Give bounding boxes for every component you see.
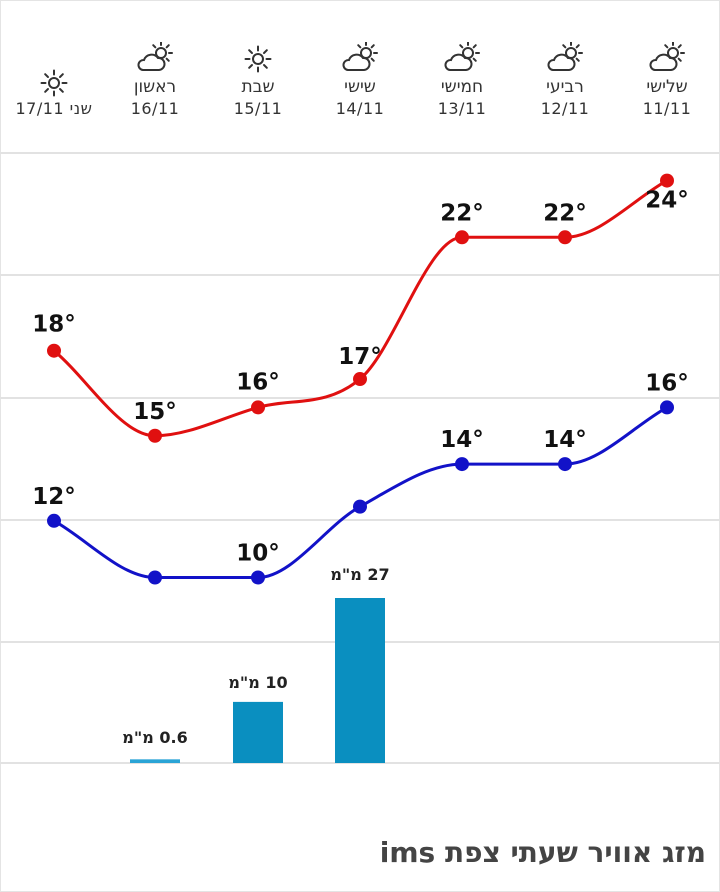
- partly-cloudy-icon: [412, 36, 512, 74]
- min-temp-point: [251, 570, 265, 585]
- max-temp-point: [148, 428, 162, 443]
- max-temp-point: [251, 400, 265, 415]
- day-column: רביעי 12/11: [515, 36, 615, 120]
- precip-bar: [233, 701, 283, 763]
- day-name: שלישי: [646, 77, 688, 97]
- day-column: שישי 14/11: [310, 36, 410, 120]
- min-temp-point: [455, 457, 469, 472]
- max-temp-point: [353, 372, 367, 387]
- day-date: 11/11: [642, 99, 692, 118]
- day-date: 15/11: [233, 99, 283, 118]
- day-date: 12/11: [540, 99, 590, 118]
- max-temp-label: 18°: [32, 312, 76, 338]
- max-temp-label: 22°: [440, 200, 484, 226]
- sun-icon: [208, 36, 308, 74]
- max-temp-label: 15°: [133, 399, 177, 425]
- day-column: שבת 15/11: [208, 36, 308, 120]
- min-temp-label: 14°: [440, 427, 484, 453]
- day-date: 16/11: [130, 99, 180, 118]
- day-name: חמישי: [440, 77, 484, 97]
- min-temp-point: [353, 499, 367, 514]
- precip-bar: [130, 759, 180, 763]
- footer-title: מזג אוויר שעתי צפת ims: [379, 836, 706, 869]
- min-temp-label: 14°: [543, 427, 587, 453]
- min-temp-point: [660, 400, 674, 415]
- min-temp-label: 16°: [645, 370, 689, 396]
- day-column: ראשון 16/11: [105, 36, 205, 120]
- max-temp-point: [660, 173, 674, 188]
- day-date: 13/11: [437, 99, 487, 118]
- precip-label: 27 מ"מ: [330, 565, 389, 584]
- partly-cloudy-icon: [310, 36, 410, 74]
- day-name: רביעי: [546, 77, 584, 97]
- max-temp-label: 22°: [543, 200, 587, 226]
- min-temp-label: 12°: [32, 484, 76, 510]
- partly-cloudy-icon: [515, 36, 615, 74]
- partly-cloudy-icon: [617, 36, 717, 74]
- partly-cloudy-icon: [105, 36, 205, 74]
- day-column: חמישי 13/11: [412, 36, 512, 120]
- day-date: שני 17/11: [15, 99, 93, 118]
- max-temp-label: 17°: [338, 344, 382, 370]
- min-temp-point: [47, 513, 61, 528]
- day-name: שישי: [344, 77, 376, 97]
- precip-label: 10 מ"מ: [228, 673, 287, 692]
- day-date: 14/11: [335, 99, 385, 118]
- max-temp-point: [455, 230, 469, 245]
- min-temp-point: [148, 570, 162, 585]
- day-name: שבת: [241, 77, 275, 97]
- day-column: שני 17/11: [4, 68, 104, 120]
- precip-label: 0.6 מ"מ: [122, 728, 187, 747]
- min-temp-label: 10°: [236, 541, 280, 567]
- max-temp-point: [558, 230, 572, 245]
- day-column: שלישי 11/11: [617, 36, 717, 120]
- precip-bar: [335, 598, 385, 763]
- min-temp-point: [558, 457, 572, 472]
- max-temp-point: [47, 343, 61, 358]
- sun-icon: [4, 68, 104, 98]
- max-temp-label: 16°: [236, 369, 280, 395]
- max-temp-label: 24°: [645, 188, 689, 214]
- day-name: ראשון: [133, 77, 177, 97]
